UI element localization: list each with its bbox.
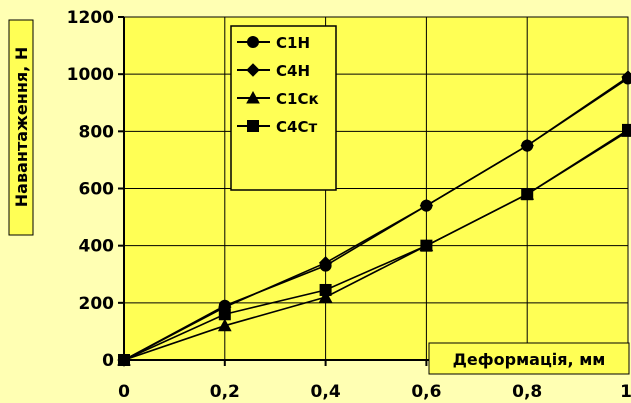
x-axis-title: Деформація, мм (453, 350, 606, 369)
x-tick-label-2: 0,4 (311, 382, 341, 402)
y-tick-label-6: 1200 (67, 8, 114, 28)
legend-item-1: С4Н (237, 62, 310, 80)
legend-label-2: С1Ск (276, 90, 319, 108)
legend-item-3: С4Ст (237, 118, 317, 136)
series-3 (118, 123, 631, 366)
x-axis-title-box: Деформація, мм (428, 342, 630, 375)
y-tick-label-0: 0 (102, 351, 114, 371)
data-point-3-4 (521, 188, 534, 201)
legend-marker-1 (246, 63, 260, 77)
y-tick-label-1: 200 (79, 294, 115, 314)
y-tick-label-2: 400 (79, 237, 115, 257)
legend-marker-0 (247, 36, 259, 48)
legend-marker-3 (247, 120, 259, 132)
data-point-1-2 (318, 256, 333, 270)
data-point-2-1 (217, 318, 232, 332)
y-axis-title-box: Навантаження, Н (8, 19, 34, 236)
data-point-2-2 (318, 290, 333, 303)
y-tick-label-4: 800 (79, 122, 115, 142)
data-point-3-5 (622, 123, 631, 136)
x-tick-label-4: 0,8 (512, 382, 542, 402)
y-axis-title: Навантаження, Н (12, 47, 31, 207)
data-point-1-4 (520, 138, 534, 153)
legend-label-0: С1Н (276, 34, 310, 52)
x-tick-label-5: 1 (620, 382, 631, 402)
legend: С1Н С4Н С1Ск С4Ст (230, 25, 337, 191)
series-line-3 (123, 129, 629, 361)
data-point-1-5 (621, 70, 631, 84)
data-point-3-0 (118, 354, 130, 366)
x-tick-label-3: 0,6 (411, 382, 441, 402)
data-point-3-2 (319, 283, 332, 296)
series-layer (117, 70, 631, 367)
data-point-3-1 (218, 308, 231, 321)
data-point-3-3 (420, 239, 433, 252)
legend-marker-2 (246, 90, 260, 104)
legend-box (230, 25, 337, 191)
legend-item-2: С1Ск (237, 90, 319, 108)
x-tick-label-0: 0 (118, 382, 130, 402)
legend-item-0: С1Н (237, 34, 310, 52)
y-tick-label-3: 600 (79, 180, 115, 200)
y-tick-label-5: 1000 (67, 65, 114, 85)
tick-labels: 0 200 400 600 800 1000 1200 0 0,2 0,4 0,6 0,8 1 (67, 8, 631, 402)
legend-label-1: С4Н (276, 62, 310, 80)
legend-label-3: С4Ст (276, 118, 317, 136)
series-line-1 (123, 76, 629, 361)
x-tick-label-1: 0,2 (210, 382, 240, 402)
data-point-1-3 (419, 198, 434, 213)
